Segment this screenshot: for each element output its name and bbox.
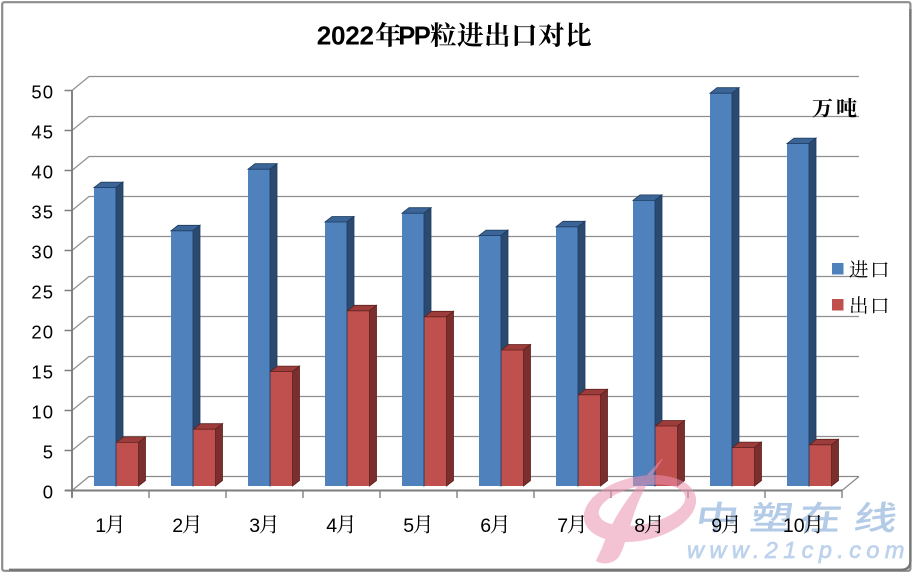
svg-text:www.21cp.com: www.21cp.com [687, 537, 910, 563]
svg-text:5: 5 [43, 441, 54, 462]
svg-text:6: 6 [480, 515, 491, 537]
svg-text:PP: PP [398, 23, 431, 51]
svg-text:2022: 2022 [317, 21, 374, 51]
svg-text:10: 10 [783, 515, 805, 537]
svg-text:1: 1 [95, 515, 106, 537]
svg-text:0: 0 [43, 481, 54, 502]
svg-text:20: 20 [31, 321, 54, 342]
svg-text:50: 50 [31, 81, 54, 102]
svg-text:15: 15 [31, 361, 54, 382]
svg-text:9: 9 [711, 515, 722, 537]
svg-text:10: 10 [31, 401, 54, 422]
svg-text:35: 35 [31, 201, 54, 222]
svg-text:4: 4 [326, 515, 337, 537]
svg-text:3: 3 [249, 515, 260, 537]
svg-text:45: 45 [31, 121, 54, 142]
svg-text:25: 25 [31, 281, 54, 302]
svg-text:5: 5 [403, 515, 414, 537]
svg-text:2: 2 [172, 515, 183, 537]
svg-text:30: 30 [31, 241, 54, 262]
svg-text:40: 40 [31, 161, 54, 182]
svg-text:7: 7 [557, 515, 568, 537]
svg-text:8: 8 [634, 515, 645, 537]
